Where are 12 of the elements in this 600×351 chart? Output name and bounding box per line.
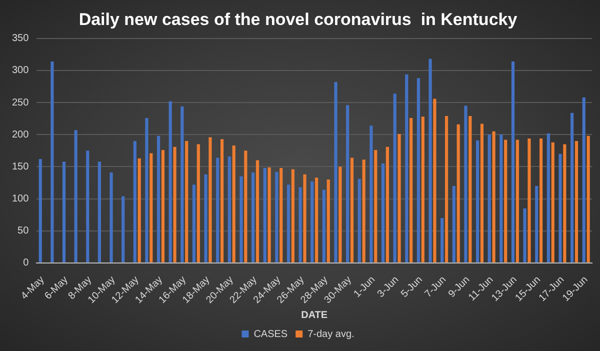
y-tick-label: 300 bbox=[12, 65, 30, 76]
y-tick-label: 150 bbox=[12, 161, 30, 172]
y-tick-label: 200 bbox=[12, 129, 30, 140]
y-tick-label: 100 bbox=[12, 194, 30, 205]
y-tick-label: 50 bbox=[18, 226, 30, 237]
y-tick-label: 0 bbox=[23, 258, 30, 269]
chart-title: Daily new cases of the novel coronavirus in Kentucky bbox=[78, 10, 518, 29]
legend-label: 7-day avg. bbox=[308, 328, 354, 340]
y-tick-label: 350 bbox=[12, 33, 30, 44]
x-axis-title: DATE bbox=[301, 310, 328, 321]
legend-label: CASES bbox=[254, 328, 288, 340]
y-tick-label: 250 bbox=[12, 97, 30, 108]
